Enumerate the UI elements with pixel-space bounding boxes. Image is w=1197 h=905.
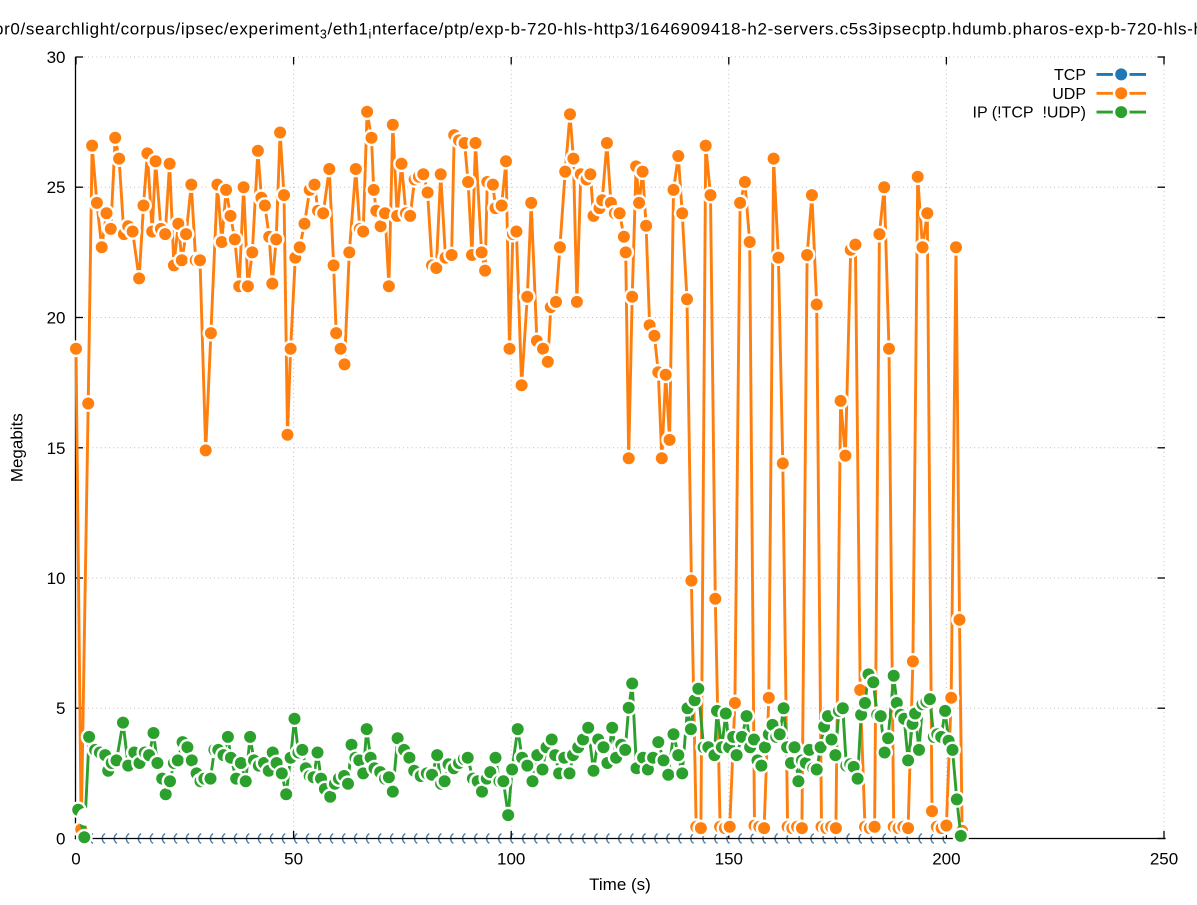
svg-text:5: 5: [56, 699, 65, 718]
svg-text:150: 150: [715, 850, 743, 869]
svg-text:50: 50: [284, 850, 303, 869]
svg-text:0: 0: [71, 850, 80, 869]
svg-text:TCP: TCP: [1054, 67, 1086, 84]
svg-text:15: 15: [47, 439, 66, 458]
svg-text:200: 200: [932, 850, 960, 869]
svg-text:UDP: UDP: [1052, 86, 1086, 103]
svg-text:100: 100: [497, 850, 525, 869]
svg-text:0: 0: [56, 830, 65, 849]
svg-text:br0/searchlight/corpus/ipsec/e: br0/searchlight/corpus/ipsec/experiment3…: [0, 20, 1197, 42]
svg-text:25: 25: [47, 178, 66, 197]
svg-text:Time (s): Time (s): [589, 875, 651, 894]
svg-text:30: 30: [47, 48, 66, 67]
svg-text:20: 20: [47, 309, 66, 328]
svg-text:Megabits: Megabits: [8, 413, 27, 482]
svg-text:250: 250: [1150, 850, 1178, 869]
svg-text:IP (!TCP !UDP): IP (!TCP !UDP): [973, 105, 1087, 122]
svg-text:10: 10: [47, 569, 66, 588]
